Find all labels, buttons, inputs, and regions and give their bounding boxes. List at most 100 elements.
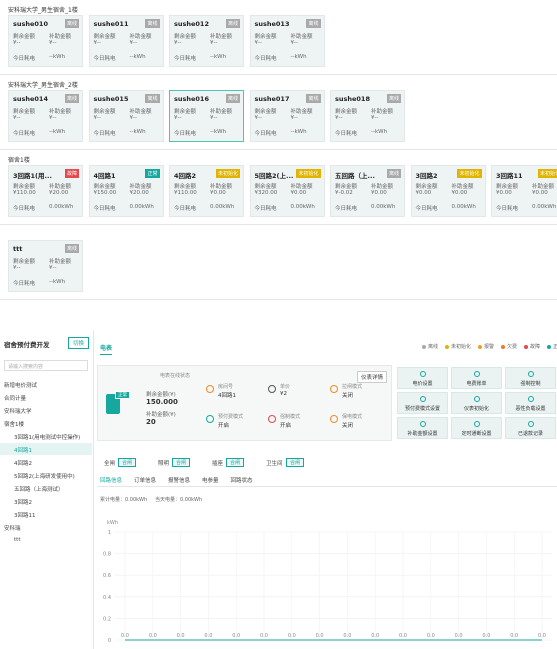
tree-node[interactable]: 新增电价测试 (4, 383, 38, 389)
action-button[interactable]: 仪表初始化 (451, 392, 502, 414)
tree-node[interactable]: 3回路11 (14, 513, 36, 519)
room-card[interactable]: 5回路2(上... 未初始化 剩余金额 补助金额 ¥320.00 ¥0.00 今日耗电 0.0… (249, 165, 325, 217)
remain-label: 剩余金额 (93, 109, 116, 115)
status-badge: 离线 (386, 94, 401, 103)
tree-node[interactable]: 3回路2 (14, 500, 32, 506)
room-card[interactable]: sushe018 离线 剩余金额 补助金额 ¥-- ¥-- 今日耗电 --kWh (330, 90, 405, 142)
tree-node[interactable]: 4回路1 (14, 448, 32, 454)
sub-tab[interactable]: 回路状态 (230, 478, 253, 484)
switch-state[interactable]: 合闸 (286, 458, 305, 467)
subsidy-label: 补助金额 (49, 109, 72, 115)
subsidy-label: 补助金额 (290, 109, 313, 115)
detail-button[interactable]: 仪表详情 (356, 371, 387, 383)
tree-node[interactable]: 4回路2 (14, 461, 32, 467)
action-button[interactable]: 预付费模式设置 (397, 392, 448, 414)
room-card[interactable]: 3回路1(用... 故障 剩余金额 补助金额 ¥110.00 ¥20.00 今日耗电 0.00… (8, 165, 83, 217)
room-card[interactable]: 五回路（上... 离线 剩余金额 补助金额 ¥-0.02 ¥0.00 今日耗电 0.00kWh (330, 165, 405, 217)
subsidy-label: 补助金额 (210, 34, 233, 40)
remain-label: 剩余金额(¥) (146, 392, 176, 398)
room-card[interactable]: 4回路2 未初始化 剩余金额 补助金额 ¥110.00 ¥0.00 今日耗电 0.00kWh (169, 165, 244, 217)
subsidy-label: 补助金额 (290, 184, 313, 190)
action-button[interactable]: 已退款记录 (505, 417, 556, 439)
data-label: 0.0 (149, 633, 157, 639)
data-label: 0.0 (510, 633, 518, 639)
tree-node[interactable]: 3回路1(用电测试中控操作) (14, 435, 81, 441)
today-value: 0.00kWh (451, 204, 476, 210)
today-label: 今日耗电 (254, 56, 277, 62)
room-card[interactable]: 4回路1 正常 剩余金额 补助金额 ¥150.00 ¥20.00 今日耗电 0.00kWh (88, 165, 164, 217)
today-value: --kWh (129, 54, 146, 60)
room-name: 4回路2 (174, 172, 197, 180)
tab-divider (97, 486, 557, 487)
action-button[interactable]: 强制控制 (505, 367, 556, 389)
action-button[interactable]: 补助金额设置 (397, 417, 448, 439)
switch-label: 全闸 (104, 461, 116, 467)
room-card[interactable]: sushe016 离线 剩余金额 补助金额 ¥-- ¥-- 今日耗电 --kWh (169, 90, 244, 142)
room-card[interactable]: sushe014 离线 剩余金额 补助金额 ¥-- ¥-- 今日耗电 --kWh (8, 90, 83, 142)
tree-node[interactable]: 五回路（上海测试） (14, 487, 64, 493)
today-value: 0.00kWh (210, 204, 235, 210)
info-label: 保电模式 (342, 414, 363, 420)
tree-node[interactable]: 宿舍1楼 (4, 422, 24, 428)
room-card[interactable]: sushe017 离线 剩余金额 补助金额 ¥-- ¥-- 今日耗电 --kWh (249, 90, 325, 142)
switch-button[interactable]: 切换 (68, 337, 90, 349)
sub-tab[interactable]: 电参量 (202, 478, 219, 484)
y-tick-label: 1 (108, 530, 111, 536)
today-energy: 当天电量：0.00kWh (155, 497, 203, 503)
action-button[interactable]: 电费账单 (451, 367, 502, 389)
tree-node[interactable]: 安科瑞大学 (4, 409, 32, 415)
legend-dot (501, 345, 505, 349)
room-name: sushe012 (174, 20, 209, 28)
tree-node[interactable]: 安科瑞 (4, 526, 21, 532)
room-card[interactable]: sushe011 离线 剩余金额 补助金额 ¥-- ¥-- 今日耗电 --kWh (88, 15, 164, 67)
switch-state[interactable]: 合闸 (118, 458, 137, 467)
switch-state[interactable]: 合闸 (226, 458, 245, 467)
action-button[interactable]: 定时通断设置 (451, 417, 502, 439)
room-card[interactable]: sushe012 离线 剩余金额 补助金额 ¥-- ¥-- 今日耗电 --kWh (169, 15, 244, 67)
remain-value: ¥0.00 (415, 190, 432, 196)
info-label: 强制模式 (280, 414, 301, 420)
y-tick-label: 0.8 (103, 552, 111, 558)
remain-label: 剩余金额 (415, 184, 438, 190)
room-card[interactable]: sushe013 离线 剩余金额 补助金额 ¥-- ¥-- 今日耗电 --kWh (249, 15, 325, 67)
today-label: 今日耗电 (415, 206, 438, 212)
subsidy-value: ¥0.00 (290, 190, 307, 196)
y-tick-label: 0 (108, 638, 111, 644)
info-icon (268, 385, 276, 393)
subsidy-value: ¥-- (129, 40, 137, 46)
room-card[interactable]: 3回路2 未初始化 剩余金额 补助金额 ¥0.00 ¥0.00 今日耗电 0.00kWh (410, 165, 486, 217)
tree-node[interactable]: ttt (14, 537, 21, 543)
detail-tab[interactable]: 电表 (100, 343, 113, 355)
today-value: 0.00kWh (49, 204, 74, 210)
room-card[interactable]: sushe015 离线 剩余金额 补助金额 ¥-- ¥-- 今日耗电 --kWh (88, 90, 164, 142)
data-label: 0.0 (288, 633, 296, 639)
legend-dot (524, 345, 528, 349)
sub-tab[interactable]: 订单信息 (134, 478, 157, 484)
action-button[interactable]: 电价设置 (397, 367, 448, 389)
remain-value: ¥-- (13, 115, 21, 121)
room-name: 3回路2 (415, 172, 438, 180)
room-name: ttt (13, 245, 23, 253)
remain-value: ¥-- (13, 265, 21, 271)
subsidy-value: ¥-- (290, 115, 298, 121)
status-badge: 未初始化 (457, 169, 482, 178)
remain-label: 剩余金额 (13, 34, 36, 40)
remain-label: 剩余金额 (93, 34, 116, 40)
sub-tab[interactable]: 报警信息 (168, 478, 191, 484)
tree-node[interactable]: 5回路2(上海研发使用中) (14, 474, 75, 480)
subsidy-label: 补助金额 (210, 109, 233, 115)
room-card[interactable]: sushe010 离线 剩余金额 补助金额 ¥-- ¥-- 今日耗电 --kWh (8, 15, 83, 67)
room-card[interactable]: ttt 离线 剩余金额 补助金额 ¥-- ¥-- 今日耗电 --kWh (8, 240, 83, 292)
today-value: --kWh (290, 54, 307, 60)
switch-state[interactable]: 合闸 (172, 458, 191, 467)
remain-label: 剩余金额 (13, 259, 36, 265)
search-box[interactable]: 请输入搜索内容 (4, 360, 88, 371)
today-label: 今日耗电 (13, 131, 36, 137)
action-button[interactable]: 恶性负载设置 (505, 392, 556, 414)
legend-label: 正常 (553, 344, 557, 350)
tree-node[interactable]: 合同计量 (4, 396, 27, 402)
action-label: 强制控制 (520, 381, 541, 387)
room-name: 4回路1 (93, 172, 116, 180)
legend-label: 未初始化 (451, 344, 472, 350)
